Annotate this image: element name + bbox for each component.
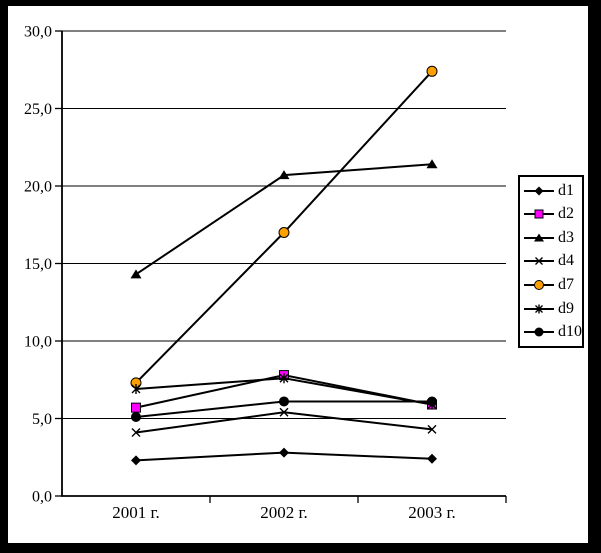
- marker-x: [131, 427, 141, 437]
- marker-triangle: [278, 170, 290, 180]
- legend-marker-triangle-icon: [524, 233, 554, 242]
- marker-asterisk: [535, 304, 543, 314]
- chart-canvas: 0,0 5,0 10,0 15,0 20,0 25,0 30,0 2001 г. 2002 г.…: [8, 6, 588, 543]
- marker-diamond: [131, 455, 141, 466]
- series-line-d3: [135, 163, 433, 276]
- legend-item-d2: d2: [523, 203, 582, 225]
- legend-marker-asterisk-icon: [524, 304, 554, 314]
- legend-marker-circle-icon: [524, 280, 554, 291]
- y-tick-label: 30,0: [24, 24, 52, 41]
- series-d4: [131, 407, 437, 437]
- legend-item-d10: d10: [523, 321, 582, 343]
- marker-triangle: [534, 233, 544, 242]
- x-tick-label: 2002 г.: [260, 503, 308, 522]
- marker-circle: [278, 227, 290, 238]
- legend-label: d2: [558, 205, 574, 223]
- legend-marker-dot-icon: [524, 327, 554, 337]
- marker-diamond: [279, 447, 289, 458]
- gridlines: [62, 30, 506, 419]
- marker-triangle: [130, 269, 142, 279]
- legend-label: d3: [558, 228, 574, 246]
- y-tick-label: 15,0: [24, 256, 52, 273]
- marker-dot: [427, 396, 437, 407]
- legend-label: d9: [558, 299, 574, 317]
- marker-circle: [534, 280, 544, 291]
- marker-triangle: [426, 159, 438, 169]
- series-d1: [131, 447, 437, 466]
- series-d3: [130, 159, 438, 279]
- marker-diamond: [427, 453, 437, 464]
- series-d7: [130, 65, 438, 389]
- legend-label: d10: [558, 323, 582, 341]
- marker-x: [427, 424, 437, 434]
- marker-asterisk: [131, 384, 141, 395]
- legend-label: d4: [558, 252, 574, 270]
- marker-x: [279, 407, 289, 417]
- marker-square: [534, 209, 544, 219]
- legend-marker-diamond-icon: [524, 186, 554, 196]
- marker-x: [535, 257, 543, 266]
- legend-item-d1: d1: [523, 180, 582, 202]
- y-tick-label: 5,0: [32, 411, 52, 428]
- marker-square: [131, 402, 141, 413]
- line-chart: 0,0 5,0 10,0 15,0 20,0 25,0 30,0 2001 г. 2002 г.…: [24, 24, 507, 522]
- marker-circle: [426, 65, 438, 77]
- legend-item-d7: d7: [523, 274, 582, 296]
- x-tick-label: 2001 г.: [112, 503, 160, 522]
- legend-item-d9: d9: [523, 298, 582, 320]
- legend-item-d4: d4: [523, 250, 582, 272]
- series-line-d4: [135, 411, 433, 434]
- legend: d1 d2 d3 d4 d7 d9 d10: [518, 175, 584, 348]
- y-tick-label: 25,0: [24, 101, 52, 118]
- marker-dot: [279, 396, 289, 407]
- marker-diamond: [534, 186, 544, 196]
- legend-marker-x-icon: [524, 257, 554, 266]
- legend-label: d7: [558, 276, 574, 294]
- marker-asterisk: [279, 373, 289, 384]
- legend-item-d3: d3: [523, 227, 582, 249]
- y-tick-label: 0,0: [32, 489, 52, 506]
- y-tick-label: 10,0: [24, 334, 52, 351]
- axes: 0,0 5,0 10,0 15,0 20,0 25,0 30,0 2001 г. 2002 г.…: [24, 24, 507, 522]
- series-d10: [131, 396, 437, 422]
- legend-label: d1: [558, 181, 574, 199]
- marker-dot: [131, 411, 141, 422]
- marker-dot: [534, 327, 544, 337]
- x-tick-label: 2003 г.: [408, 503, 456, 522]
- legend-marker-square-icon: [524, 209, 554, 219]
- y-tick-label: 20,0: [24, 179, 52, 196]
